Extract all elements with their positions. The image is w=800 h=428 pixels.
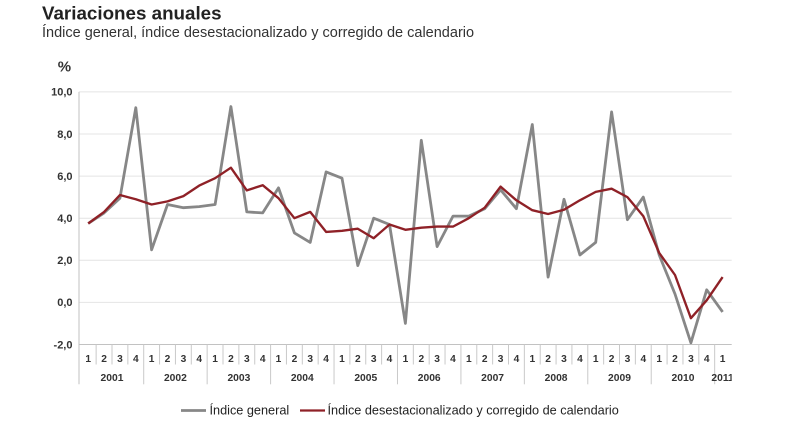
svg-text:2004: 2004 [291, 373, 314, 384]
svg-text:2002: 2002 [164, 373, 187, 384]
svg-text:4: 4 [133, 354, 139, 365]
svg-text:1: 1 [529, 354, 535, 365]
svg-text:Índice general: Índice general [210, 403, 290, 418]
svg-text:1: 1 [339, 354, 345, 365]
svg-text:3: 3 [117, 354, 123, 365]
svg-text:2005: 2005 [354, 373, 377, 384]
svg-text:1: 1 [593, 354, 599, 365]
svg-text:0,0: 0,0 [57, 297, 72, 309]
svg-text:2: 2 [672, 354, 678, 365]
svg-text:2008: 2008 [545, 373, 568, 384]
svg-text:2009: 2009 [608, 373, 631, 384]
svg-text:3: 3 [244, 354, 250, 365]
svg-text:2: 2 [228, 354, 234, 365]
svg-text:1: 1 [466, 354, 472, 365]
svg-text:4: 4 [323, 354, 329, 365]
svg-text:2: 2 [545, 354, 551, 365]
svg-text:4: 4 [704, 354, 710, 365]
svg-text:1: 1 [403, 354, 409, 365]
svg-text:3: 3 [371, 354, 377, 365]
svg-text:2001: 2001 [101, 373, 124, 384]
svg-text:1: 1 [212, 354, 218, 365]
svg-text:4: 4 [640, 354, 646, 365]
svg-text:1: 1 [656, 354, 662, 365]
svg-text:4: 4 [387, 354, 393, 365]
svg-text:3: 3 [181, 354, 187, 365]
svg-text:2: 2 [292, 354, 298, 365]
svg-text:2: 2 [355, 354, 361, 365]
svg-text:4: 4 [577, 354, 583, 365]
svg-text:1: 1 [149, 354, 155, 365]
svg-text:3: 3 [561, 354, 567, 365]
svg-text:2: 2 [101, 354, 107, 365]
svg-text:Índice desestacionalizado y co: Índice desestacionalizado y corregido de… [328, 403, 619, 418]
svg-text:2003: 2003 [227, 373, 250, 384]
svg-text:1: 1 [85, 354, 91, 365]
svg-text:6,0: 6,0 [57, 171, 72, 183]
svg-text:2,0: 2,0 [57, 255, 72, 267]
svg-text:2006: 2006 [418, 373, 441, 384]
svg-text:Variaciones anuales: Variaciones anuales [42, 2, 222, 23]
svg-text:2007: 2007 [481, 373, 504, 384]
svg-text:1: 1 [276, 354, 282, 365]
svg-text:10,0: 10,0 [51, 87, 72, 99]
svg-text:8,0: 8,0 [57, 129, 72, 141]
svg-text:Índice general, índice desesta: Índice general, índice desestacionalizad… [42, 24, 474, 41]
svg-text:2: 2 [482, 354, 488, 365]
svg-text:3: 3 [498, 354, 504, 365]
svg-text:4: 4 [260, 354, 266, 365]
svg-text:2: 2 [418, 354, 424, 365]
svg-text:4: 4 [450, 354, 456, 365]
svg-text:1: 1 [720, 354, 726, 365]
svg-text:3: 3 [688, 354, 694, 365]
svg-text:4,0: 4,0 [57, 213, 72, 225]
svg-text:-2,0: -2,0 [54, 339, 73, 351]
svg-text:3: 3 [434, 354, 440, 365]
svg-text:%: % [58, 58, 71, 75]
svg-text:2010: 2010 [672, 373, 695, 384]
svg-text:4: 4 [514, 354, 520, 365]
svg-text:4: 4 [196, 354, 202, 365]
svg-text:2: 2 [165, 354, 171, 365]
svg-text:2011: 2011 [711, 373, 734, 384]
svg-text:2: 2 [609, 354, 615, 365]
svg-text:3: 3 [625, 354, 631, 365]
svg-text:3: 3 [307, 354, 313, 365]
